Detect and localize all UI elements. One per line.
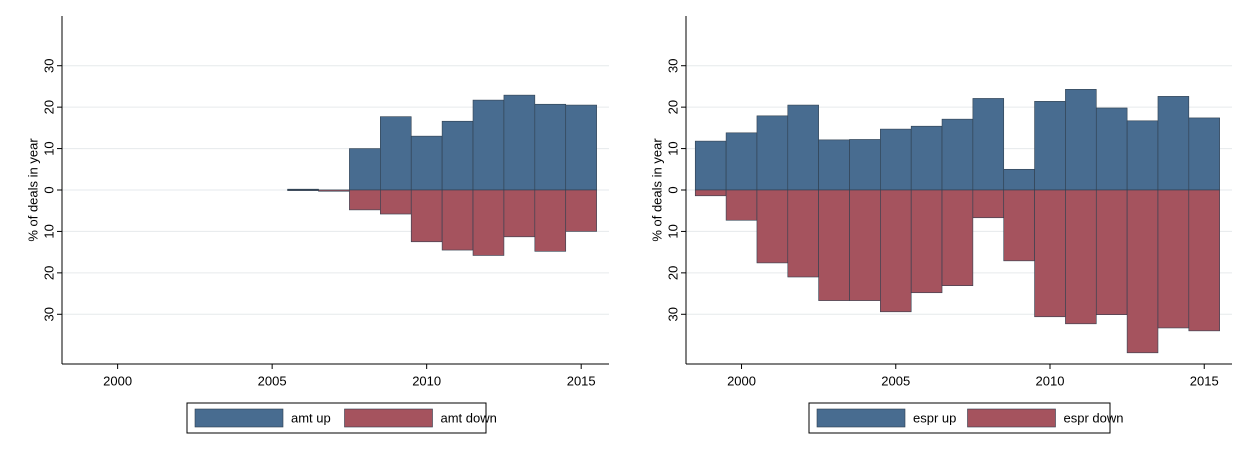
bar bbox=[1188, 117, 1220, 191]
bar bbox=[1126, 189, 1159, 354]
bar bbox=[725, 189, 758, 221]
legend-label: espr down bbox=[1064, 410, 1124, 425]
y-tick-label: 0 bbox=[41, 186, 56, 193]
legend-label: amt down bbox=[441, 410, 497, 425]
bar bbox=[1003, 168, 1035, 191]
y-tick-label: 30 bbox=[665, 307, 680, 321]
x-tick-label: 2010 bbox=[1036, 373, 1065, 388]
y-tick-label: 20 bbox=[41, 100, 56, 114]
bar bbox=[503, 94, 536, 191]
bar bbox=[410, 189, 443, 243]
y-tick-label: 10 bbox=[41, 141, 56, 155]
legend-swatch bbox=[967, 408, 1056, 428]
legend-swatch bbox=[344, 408, 433, 428]
bar bbox=[880, 189, 912, 313]
x-tick-label: 2015 bbox=[567, 373, 596, 388]
legend-label: espr up bbox=[913, 410, 956, 425]
bar bbox=[1065, 189, 1097, 325]
x-tick-label: 2015 bbox=[1190, 373, 1219, 388]
y-tick-label: 20 bbox=[665, 266, 680, 280]
bar bbox=[441, 189, 474, 251]
y-tick-label: 30 bbox=[665, 58, 680, 72]
y-tick-label: 10 bbox=[41, 224, 56, 238]
bar bbox=[380, 189, 412, 215]
bar bbox=[1188, 189, 1220, 332]
bar bbox=[472, 99, 505, 191]
bar bbox=[1065, 89, 1097, 191]
y-tick-label: 30 bbox=[41, 58, 56, 72]
y-axis-label: % of deals in year bbox=[649, 138, 664, 242]
bar bbox=[880, 128, 912, 191]
x-tick-label: 2000 bbox=[103, 373, 132, 388]
bar bbox=[849, 189, 881, 301]
bar bbox=[472, 189, 505, 256]
bar bbox=[756, 115, 789, 191]
bar bbox=[1095, 189, 1128, 315]
legend-swatch bbox=[816, 408, 906, 428]
bar bbox=[1126, 120, 1159, 191]
bar bbox=[380, 116, 412, 191]
bar bbox=[910, 189, 943, 294]
bar bbox=[818, 189, 850, 301]
y-tick-label: 30 bbox=[41, 307, 56, 321]
bar bbox=[349, 148, 381, 191]
x-tick-label: 2000 bbox=[727, 373, 756, 388]
y-axis-label: % of deals in year bbox=[25, 138, 40, 242]
bar bbox=[694, 189, 727, 197]
bar bbox=[565, 104, 597, 191]
bar bbox=[565, 189, 597, 232]
bar bbox=[849, 139, 881, 191]
bar bbox=[1095, 107, 1128, 191]
bar bbox=[534, 189, 567, 252]
bar bbox=[410, 135, 443, 191]
bar bbox=[1003, 189, 1035, 262]
bar bbox=[756, 189, 789, 264]
bar bbox=[503, 189, 536, 238]
bar bbox=[318, 189, 350, 192]
x-tick-label: 2005 bbox=[258, 373, 287, 388]
bar bbox=[534, 103, 567, 191]
legend-swatch bbox=[194, 408, 284, 428]
y-tick-label: 10 bbox=[665, 224, 680, 238]
x-tick-label: 2005 bbox=[881, 373, 910, 388]
bar bbox=[972, 189, 1005, 219]
bar bbox=[787, 104, 819, 191]
bar bbox=[910, 125, 943, 191]
bar bbox=[287, 189, 319, 191]
bar bbox=[1157, 189, 1190, 329]
bar bbox=[941, 189, 974, 286]
bar bbox=[941, 118, 974, 191]
bar bbox=[818, 139, 850, 191]
bar bbox=[349, 189, 381, 211]
legend-label: amt up bbox=[291, 410, 331, 425]
bar bbox=[1034, 101, 1066, 191]
y-tick-label: 0 bbox=[665, 186, 680, 193]
bar bbox=[1157, 96, 1190, 191]
y-tick-label: 10 bbox=[665, 141, 680, 155]
bar bbox=[787, 189, 819, 278]
bar bbox=[725, 132, 758, 191]
x-tick-label: 2010 bbox=[412, 373, 441, 388]
y-tick-label: 20 bbox=[41, 266, 56, 280]
y-tick-label: 20 bbox=[665, 100, 680, 114]
bar bbox=[441, 120, 474, 191]
bar bbox=[1034, 189, 1066, 318]
bar bbox=[694, 140, 727, 191]
bar bbox=[972, 98, 1005, 191]
